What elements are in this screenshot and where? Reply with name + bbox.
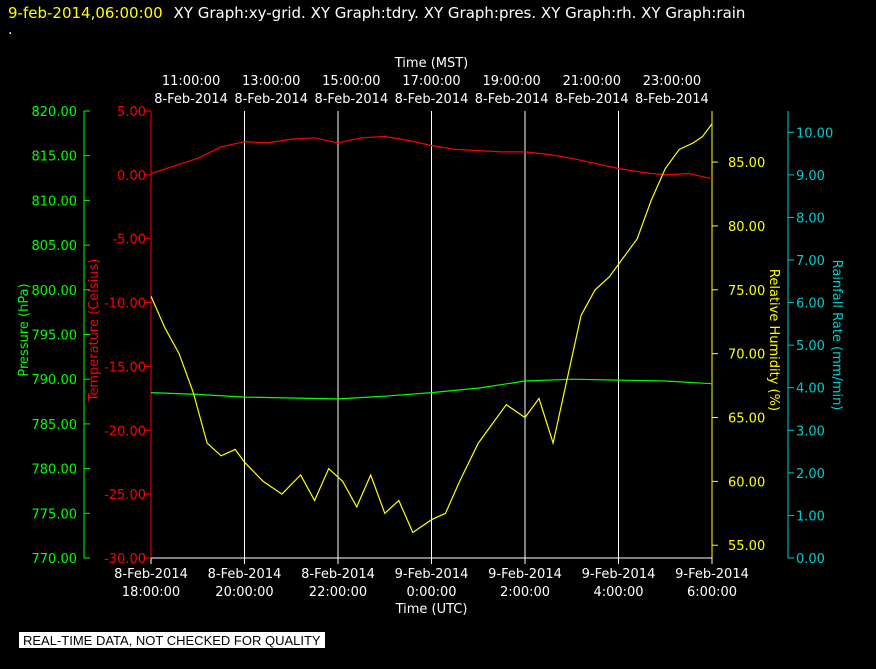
rain-tick-label: 5.00 bbox=[796, 339, 825, 354]
rain-tick-label: 7.00 bbox=[796, 254, 825, 269]
rh-tick-label: 60.00 bbox=[728, 475, 765, 490]
pressure-axis-title: Pressure (hPa) bbox=[17, 283, 32, 376]
rain-tick-label: 10.00 bbox=[796, 126, 833, 141]
current-datetime: 9-feb-2014,06:00:00 bbox=[8, 4, 163, 22]
x-axis-title-top: Time (MST) bbox=[394, 56, 469, 71]
quality-notice: REAL-TIME DATA, NOT CHECKED FOR QUALITY bbox=[19, 632, 325, 648]
rain-tick-label: 3.00 bbox=[796, 424, 825, 439]
graph-titles: XY Graph:xy-grid. XY Graph:tdry. XY Grap… bbox=[173, 4, 746, 22]
x-tick-label-top-time: 21:00:00 bbox=[563, 74, 621, 89]
x-tick-label-date: 9-Feb-2014 bbox=[582, 567, 656, 582]
x-tick-label-time: 2:00:00 bbox=[500, 585, 550, 600]
x-tick-label-date: 8-Feb-2014 bbox=[114, 567, 188, 582]
series-rh-line bbox=[150, 123, 713, 534]
rh-tick-label: 55.00 bbox=[728, 539, 765, 554]
pressure-tick-label: 815.00 bbox=[32, 150, 78, 165]
rain-axis-title: Rainfall Rate (mm/min) bbox=[829, 260, 844, 411]
x-tick-label-top-date: 8-Feb-2014 bbox=[635, 92, 709, 107]
x-tick-label-top-date: 8-Feb-2014 bbox=[395, 92, 469, 107]
rh-tick-label: 80.00 bbox=[728, 220, 765, 235]
x-tick-label-top-date: 8-Feb-2014 bbox=[314, 92, 388, 107]
x-tick-label-date: 9-Feb-2014 bbox=[675, 567, 749, 582]
x-tick-label-top-time: 11:00:00 bbox=[162, 74, 220, 89]
x-tick-label-top-date: 8-Feb-2014 bbox=[475, 92, 549, 107]
graph-header: 9-feb-2014,06:00:00 XY Graph:xy-grid. XY… bbox=[8, 4, 746, 38]
x-tick-label-top-date: 8-Feb-2014 bbox=[234, 92, 308, 107]
rain-tick-label: 9.00 bbox=[796, 169, 825, 184]
x-tick-label-time: 20:00:00 bbox=[215, 585, 273, 600]
rh-tick-label: 75.00 bbox=[728, 284, 765, 299]
pressure-tick-label: 790.00 bbox=[32, 373, 78, 388]
pressure-tick-label: 800.00 bbox=[32, 284, 78, 299]
temperature-tick-label: -30.00 bbox=[104, 552, 146, 567]
x-tick-label-date: 8-Feb-2014 bbox=[208, 567, 282, 582]
temperature-tick-label: -20.00 bbox=[104, 424, 146, 439]
x-tick-label-date: 9-Feb-2014 bbox=[488, 567, 562, 582]
pressure-tick-label: 805.00 bbox=[32, 239, 78, 254]
rain-tick-label: 8.00 bbox=[796, 211, 825, 226]
rh-axis-title: Relative Humidity (%) bbox=[766, 269, 781, 411]
rh-tick-label: 65.00 bbox=[728, 412, 765, 427]
x-tick-label-top-time: 15:00:00 bbox=[322, 74, 380, 89]
rain-tick-label: 2.00 bbox=[796, 467, 825, 482]
pressure-tick-label: 785.00 bbox=[32, 418, 78, 433]
temperature-tick-label: -15.00 bbox=[104, 360, 146, 375]
pressure-tick-label: 770.00 bbox=[32, 552, 78, 567]
x-axis-title-bottom: Time (UTC) bbox=[395, 602, 468, 617]
rain-tick-label: 0.00 bbox=[796, 552, 825, 567]
rh-tick-label: 85.00 bbox=[728, 156, 765, 171]
x-tick-label-date: 9-Feb-2014 bbox=[395, 567, 469, 582]
x-tick-label-time: 4:00:00 bbox=[593, 585, 643, 600]
x-tick-label-top-time: 23:00:00 bbox=[643, 74, 701, 89]
temperature-tick-label: -10.00 bbox=[104, 297, 146, 312]
x-tick-label-date: 8-Feb-2014 bbox=[301, 567, 375, 582]
temperature-axis-title: Temperature (Celsius) bbox=[87, 259, 102, 403]
series-pres-line bbox=[150, 378, 713, 400]
temperature-tick-label: 5.00 bbox=[117, 105, 146, 120]
rain-tick-label: 6.00 bbox=[796, 297, 825, 312]
pressure-tick-label: 820.00 bbox=[32, 105, 78, 120]
x-tick-label-top-time: 13:00:00 bbox=[242, 74, 300, 89]
x-tick-label-time: 6:00:00 bbox=[687, 585, 737, 600]
rh-tick-label: 70.00 bbox=[728, 348, 765, 363]
rain-tick-label: 4.00 bbox=[796, 382, 825, 397]
x-tick-label-time: 22:00:00 bbox=[309, 585, 367, 600]
x-tick-label-time: 18:00:00 bbox=[122, 585, 180, 600]
x-tick-label-top-time: 19:00:00 bbox=[482, 74, 540, 89]
temperature-tick-label: 0.00 bbox=[117, 169, 146, 184]
pressure-tick-label: 810.00 bbox=[32, 194, 78, 209]
header-dot: . bbox=[8, 22, 13, 38]
rain-tick-label: 1.00 bbox=[796, 509, 825, 524]
pressure-tick-label: 780.00 bbox=[32, 463, 78, 478]
x-tick-label-top-time: 17:00:00 bbox=[402, 74, 460, 89]
temperature-tick-label: -25.00 bbox=[104, 488, 146, 503]
x-tick-label-top-date: 8-Feb-2014 bbox=[555, 92, 629, 107]
x-tick-label-top-date: 8-Feb-2014 bbox=[154, 92, 228, 107]
x-tick-label-time: 0:00:00 bbox=[406, 585, 456, 600]
series-tdry-line bbox=[150, 135, 713, 180]
temperature-tick-label: -5.00 bbox=[112, 233, 146, 248]
pressure-tick-label: 795.00 bbox=[32, 329, 78, 344]
pressure-tick-label: 775.00 bbox=[32, 507, 78, 522]
